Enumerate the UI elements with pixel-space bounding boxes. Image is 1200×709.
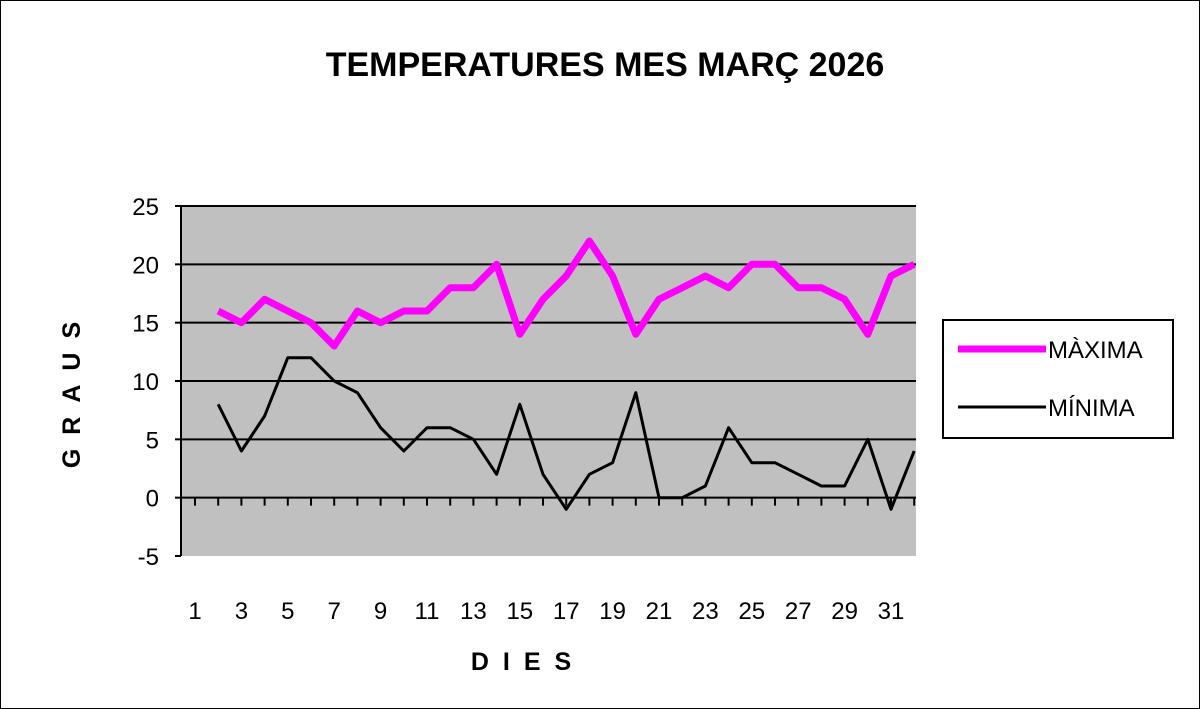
y-tick-label-25: 25 <box>132 194 159 221</box>
x-tick-label-31: 31 <box>878 598 905 625</box>
y-axis-label: GRAUS <box>58 308 86 468</box>
series-line-minima <box>216 356 916 511</box>
x-axis-label: DIES <box>471 648 585 676</box>
legend: MÀXIMA MÍNIMA <box>942 319 1174 439</box>
x-tick-label-5: 5 <box>281 598 294 625</box>
y-axis-ticks: -5 0 5 10 15 20 25 <box>132 194 182 571</box>
x-tick-label-25: 25 <box>738 598 765 625</box>
legend-box <box>942 319 1174 439</box>
series-lines <box>216 237 916 511</box>
x-tick-label-3: 3 <box>235 598 248 625</box>
x-tick-label-19: 19 <box>599 598 626 625</box>
x-tick-label-11: 11 <box>415 598 440 625</box>
y-tick-label-10: 10 <box>132 369 159 396</box>
gridlines <box>181 205 916 499</box>
x-tick-label-21: 21 <box>646 598 673 625</box>
x-tick-label-29: 29 <box>831 598 858 625</box>
x-tick-label-23: 23 <box>692 598 719 625</box>
y-tick-label-20: 20 <box>132 252 159 279</box>
x-tick-label-15: 15 <box>506 598 533 625</box>
x-tick-label-17: 17 <box>553 598 580 625</box>
x-axis-ticks: 1 3 5 7 9 11 13 15 17 19 21 23 25 27 29 31 <box>188 497 916 625</box>
x-tick-label-13: 13 <box>460 598 487 625</box>
y-tick-label-15: 15 <box>132 311 159 338</box>
chart-title: TEMPERATURES MES MARÇ 2026 <box>326 46 885 84</box>
y-tick-label--5: -5 <box>138 544 159 571</box>
y-tick-label-0: 0 <box>146 486 159 513</box>
x-tick-label-7: 7 <box>328 598 341 625</box>
y-tick-label-5: 5 <box>146 427 159 454</box>
x-tick-label-9: 9 <box>374 598 387 625</box>
legend-label-minima: MÍNIMA <box>1048 395 1135 422</box>
legend-label-maxima: MÀXIMA <box>1048 337 1143 364</box>
x-tick-label-27: 27 <box>785 598 812 625</box>
x-tick-label-1: 1 <box>188 598 201 625</box>
series-line-maxima <box>216 237 916 350</box>
